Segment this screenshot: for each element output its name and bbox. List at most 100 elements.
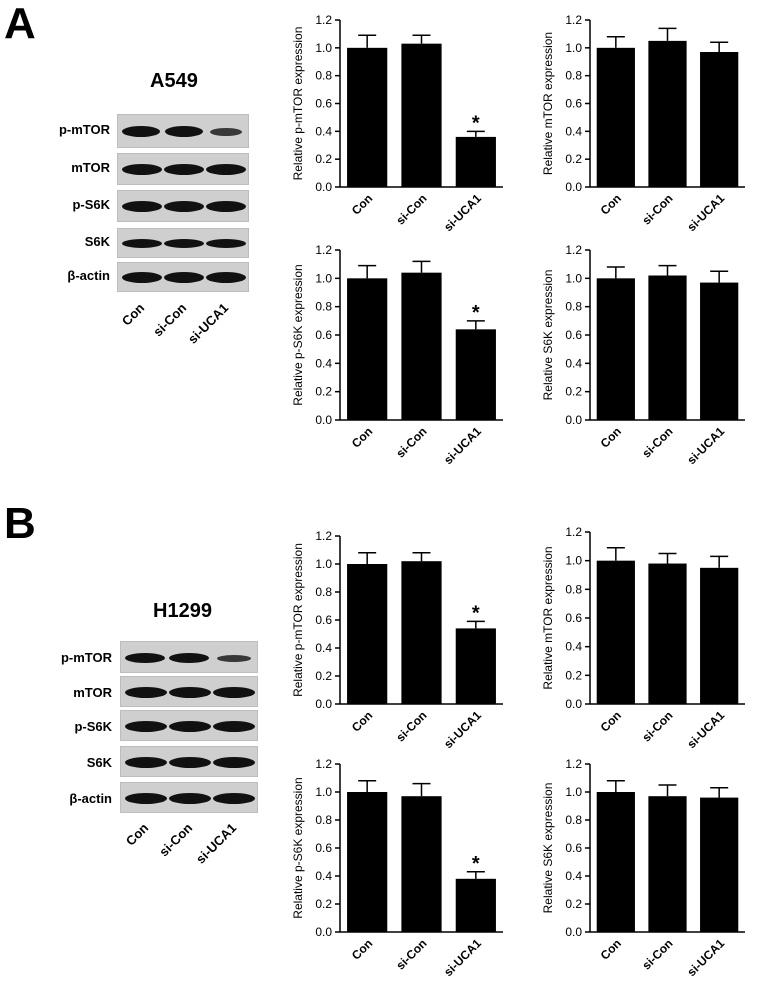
blot-strip-p-s6k-b xyxy=(120,710,258,741)
y-tick-label: 0.8 xyxy=(315,69,332,83)
band xyxy=(165,126,203,137)
band xyxy=(125,793,167,804)
y-tick-label: 0.8 xyxy=(565,582,582,596)
bar-si-con xyxy=(401,796,442,932)
y-tick-label: 1.0 xyxy=(565,41,582,55)
y-tick-label: 1.0 xyxy=(315,557,332,571)
band xyxy=(213,793,255,804)
band xyxy=(125,757,167,768)
blot-strip-mtor-a xyxy=(117,153,249,185)
blot-strip-p-mtor-a xyxy=(117,114,249,148)
y-tick-label: 0.6 xyxy=(565,328,582,342)
bar-con xyxy=(347,792,388,932)
y-tick-label: 1.2 xyxy=(565,243,582,257)
band xyxy=(122,126,160,137)
y-tick-label: 0.6 xyxy=(315,613,332,627)
y-tick-label: 0.6 xyxy=(565,841,582,855)
x-tick-label: si-Con xyxy=(393,424,429,460)
y-tick-label: 0.8 xyxy=(315,585,332,599)
y-tick-label: 0.6 xyxy=(565,611,582,625)
x-tick-label: Con xyxy=(598,424,624,450)
y-tick-label: 0.8 xyxy=(565,69,582,83)
x-tick-label: si-Con xyxy=(639,424,675,460)
y-axis-label: Relative mTOR expression xyxy=(541,546,555,689)
bar-con xyxy=(596,47,635,188)
y-tick-label: 0.4 xyxy=(315,869,332,883)
band xyxy=(213,687,255,698)
band xyxy=(164,239,204,248)
y-tick-label: 1.0 xyxy=(565,554,582,568)
y-axis-label: Relative S6K expression xyxy=(541,783,555,914)
band xyxy=(164,201,204,212)
band xyxy=(217,655,251,662)
bar-si-uca1 xyxy=(700,567,739,704)
panel-letter-a: A xyxy=(4,0,36,48)
band xyxy=(122,239,162,248)
y-tick-label: 0.0 xyxy=(315,180,332,194)
bar-si-con xyxy=(401,561,442,704)
y-tick-label: 0.2 xyxy=(565,897,582,911)
bar-con xyxy=(596,278,635,420)
y-axis-label: Relative p-S6K expression xyxy=(291,777,305,918)
bar-si-uca1 xyxy=(455,628,496,704)
y-tick-label: 0.8 xyxy=(315,813,332,827)
band xyxy=(169,653,209,663)
bar-si-uca1 xyxy=(700,282,739,420)
bar-si-uca1 xyxy=(455,878,496,932)
y-axis-label: Relative p-mTOR expression xyxy=(291,543,305,697)
x-tick-label: Con xyxy=(598,936,624,962)
x-tick-label: si-UCA1 xyxy=(441,708,484,751)
y-tick-label: 0.2 xyxy=(565,152,582,166)
panel-letter-b: B xyxy=(4,499,36,548)
y-tick-label: 0.8 xyxy=(315,300,332,314)
bar-si-con xyxy=(648,275,687,420)
bar-si-con xyxy=(648,563,687,704)
band xyxy=(122,272,162,283)
band xyxy=(206,164,246,175)
bar-con xyxy=(347,47,388,188)
y-tick-label: 1.0 xyxy=(565,785,582,799)
x-tick-label: si-Con xyxy=(393,936,429,972)
x-tick-label: Con xyxy=(349,708,375,734)
band xyxy=(206,201,246,212)
significance-marker: * xyxy=(472,112,480,134)
y-tick-label: 1.2 xyxy=(315,757,332,771)
y-tick-label: 1.0 xyxy=(315,41,332,55)
blot-strip-mtor-b xyxy=(120,676,258,707)
y-tick-label: 0.4 xyxy=(565,869,582,883)
y-tick-label: 1.2 xyxy=(315,529,332,543)
y-tick-label: 1.0 xyxy=(315,271,332,285)
band xyxy=(122,164,162,175)
band xyxy=(213,721,255,732)
bar-si-uca1 xyxy=(455,136,496,187)
x-tick-label: si-UCA1 xyxy=(441,936,484,979)
blot-title-a549: A549 xyxy=(150,70,198,92)
y-tick-label: 0.4 xyxy=(565,640,582,654)
y-axis-label: Relative p-S6K expression xyxy=(291,264,305,405)
x-tick-label: si-UCA1 xyxy=(684,708,727,751)
x-tick-label: si-UCA1 xyxy=(684,936,727,979)
y-tick-label: 0.0 xyxy=(315,697,332,711)
x-tick-label: si-UCA1 xyxy=(441,424,484,467)
x-tick-label: Con xyxy=(349,936,375,962)
x-tick-label: si-UCA1 xyxy=(684,424,727,467)
x-tick-label: si-Con xyxy=(639,936,675,972)
bar-si-con xyxy=(648,796,687,932)
x-tick-label: si-Con xyxy=(393,708,429,744)
y-tick-label: 0.0 xyxy=(315,413,332,427)
band xyxy=(169,687,211,698)
blot-strip-beta-actin-a xyxy=(117,262,249,292)
band xyxy=(210,128,242,136)
y-tick-label: 0.4 xyxy=(315,356,332,370)
bar-si-uca1 xyxy=(700,52,739,188)
band xyxy=(206,272,246,283)
y-axis-label: Relative S6K expression xyxy=(541,270,555,401)
significance-marker: * xyxy=(472,302,480,324)
y-tick-label: 0.2 xyxy=(315,152,332,166)
blot-strip-s6k-b xyxy=(120,746,258,777)
y-tick-label: 0.6 xyxy=(315,328,332,342)
y-tick-label: 0.6 xyxy=(315,97,332,111)
chart-b-s6k: 0.0 0.2 0.4 0.6 0.8 1.0 1.2 Relative S6K expres… xyxy=(541,757,745,979)
y-tick-label: 0.6 xyxy=(565,97,582,111)
bar-con xyxy=(596,560,635,704)
